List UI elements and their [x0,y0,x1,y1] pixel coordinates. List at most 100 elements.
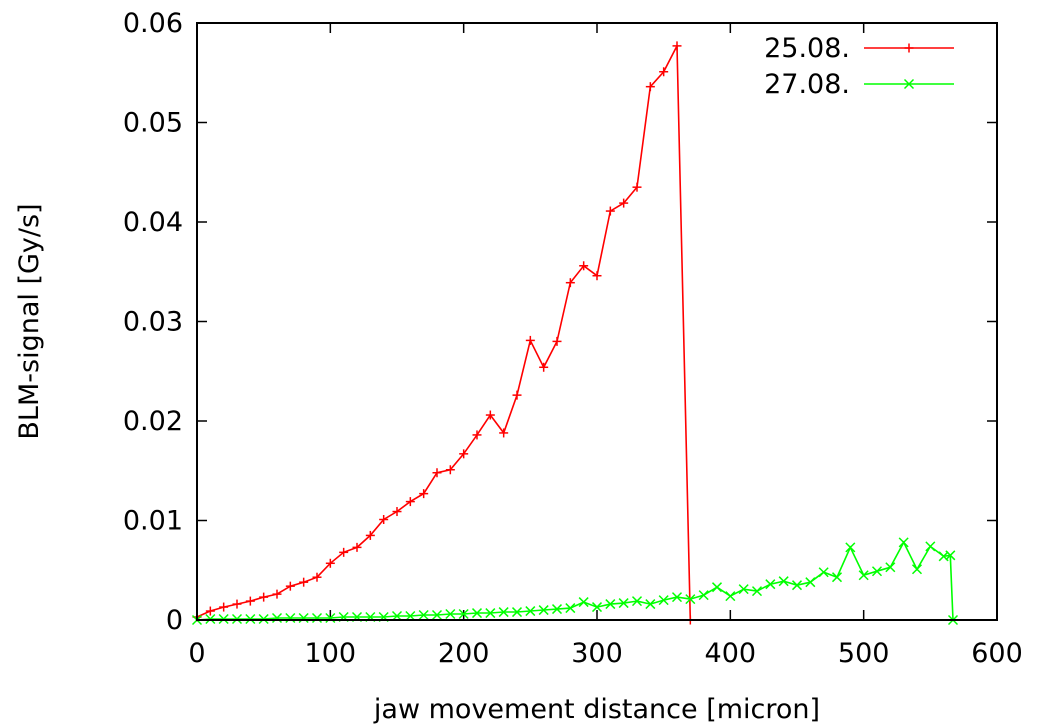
data-point-27-08 [725,591,736,602]
data-point-27-08 [511,607,523,618]
data-point-27-08 [565,603,576,614]
data-point-27-08 [458,608,469,620]
data-point-25-08 [232,599,242,609]
data-point-27-08 [325,612,336,624]
data-point-25-08 [632,182,642,192]
data-point-27-08 [631,596,643,607]
x-tick-label: 400 [705,638,757,669]
data-point-25-08 [525,335,535,345]
series-layer [191,41,959,626]
data-point-27-08 [538,605,549,616]
data-point-25-08 [365,530,375,540]
y-tick-label: 0.05 [123,108,183,139]
axis-ticks [196,22,998,621]
data-point-27-08 [485,608,496,619]
data-point-25-08 [205,606,215,616]
data-point-27-08 [271,612,283,624]
legend-marker [903,78,915,90]
data-point-25-08 [645,82,655,92]
x-tick-label: 500 [838,638,890,669]
data-point-27-08 [925,541,936,552]
data-point-25-08 [592,271,602,281]
data-point-27-08 [831,572,843,583]
data-point-27-08 [605,599,616,610]
legend-item-27-08: 27.08. [764,69,954,100]
data-point-27-08 [738,584,749,595]
data-point-27-08 [871,566,883,577]
data-point-27-08 [551,604,563,615]
data-point-27-08 [911,564,923,575]
data-point-25-08 [379,515,389,525]
data-point-27-08 [498,607,509,618]
y-tick-label: 0.04 [123,207,183,238]
legend-label: 25.08. [764,33,850,64]
data-point-25-08 [312,572,322,582]
data-point-27-08 [711,582,723,593]
data-point-27-08 [945,550,956,561]
data-point-25-08 [499,428,509,438]
y-axis-label: BLM-signal [Gy/s] [14,203,45,439]
x-tick-label: 300 [571,638,623,669]
data-point-27-08 [858,570,869,581]
data-point-27-08 [818,567,829,578]
series-line-27-08 [196,540,954,621]
x-axis-label: jaw movement distance [micron] [373,694,820,725]
data-point-27-08 [898,537,909,548]
legend-label: 27.08. [764,69,850,100]
data-point-27-08 [578,597,589,608]
data-point-27-08 [685,594,696,605]
legend-marker [904,43,914,53]
x-tick-label: 100 [305,638,357,669]
data-point-25-08 [245,596,255,606]
x-tick-label: 200 [438,638,490,669]
data-point-25-08 [339,547,349,557]
data-point-27-08 [778,576,789,587]
tick-labels: 0 100 200 300 400 500 600 0 0.01 0.02 0.03 0.04 0.05… [123,8,1023,669]
legend-item-25-08: 25.08. [764,33,954,64]
data-point-25-08 [445,465,455,475]
data-point-25-08 [405,497,415,507]
y-tick-label: 0.06 [123,8,183,39]
data-point-25-08 [459,449,469,459]
y-tick-label: 0.01 [123,506,183,537]
series-25-08 [192,41,695,625]
data-point-25-08 [325,558,335,568]
data-point-25-08 [219,602,229,612]
data-point-25-08 [432,468,442,478]
data-point-27-08 [751,586,763,597]
data-point-25-08 [512,390,522,400]
data-point-27-08 [471,608,483,619]
data-point-25-08 [552,336,562,346]
data-point-25-08 [352,542,362,552]
legend: 25.08. 27.08. [764,33,954,100]
data-point-25-08 [539,362,549,372]
data-point-25-08 [659,67,669,77]
data-point-27-08 [285,612,296,624]
data-point-27-08 [591,602,603,613]
data-point-25-08 [392,507,402,517]
data-point-27-08 [431,609,443,621]
data-point-27-08 [311,612,323,624]
data-point-25-08 [565,278,575,288]
data-point-25-08 [285,581,295,591]
data-point-25-08 [485,410,495,420]
data-point-27-08 [698,590,709,601]
data-point-27-08 [645,599,656,610]
y-tick-label: 0 [166,605,183,636]
y-tick-label: 0.02 [123,406,183,437]
data-point-27-08 [418,609,429,621]
data-point-27-08 [445,608,456,620]
data-point-27-08 [618,598,629,609]
data-point-27-08 [525,606,536,617]
data-point-27-08 [298,612,309,624]
data-point-25-08 [472,430,482,440]
data-point-25-08 [419,489,429,499]
data-point-27-08 [845,542,856,553]
data-point-27-08 [671,592,683,603]
y-tick-label: 0.03 [123,307,183,338]
data-point-25-08 [619,198,629,208]
data-point-25-08 [259,592,269,602]
data-point-27-08 [765,579,776,590]
data-point-27-08 [805,577,816,588]
